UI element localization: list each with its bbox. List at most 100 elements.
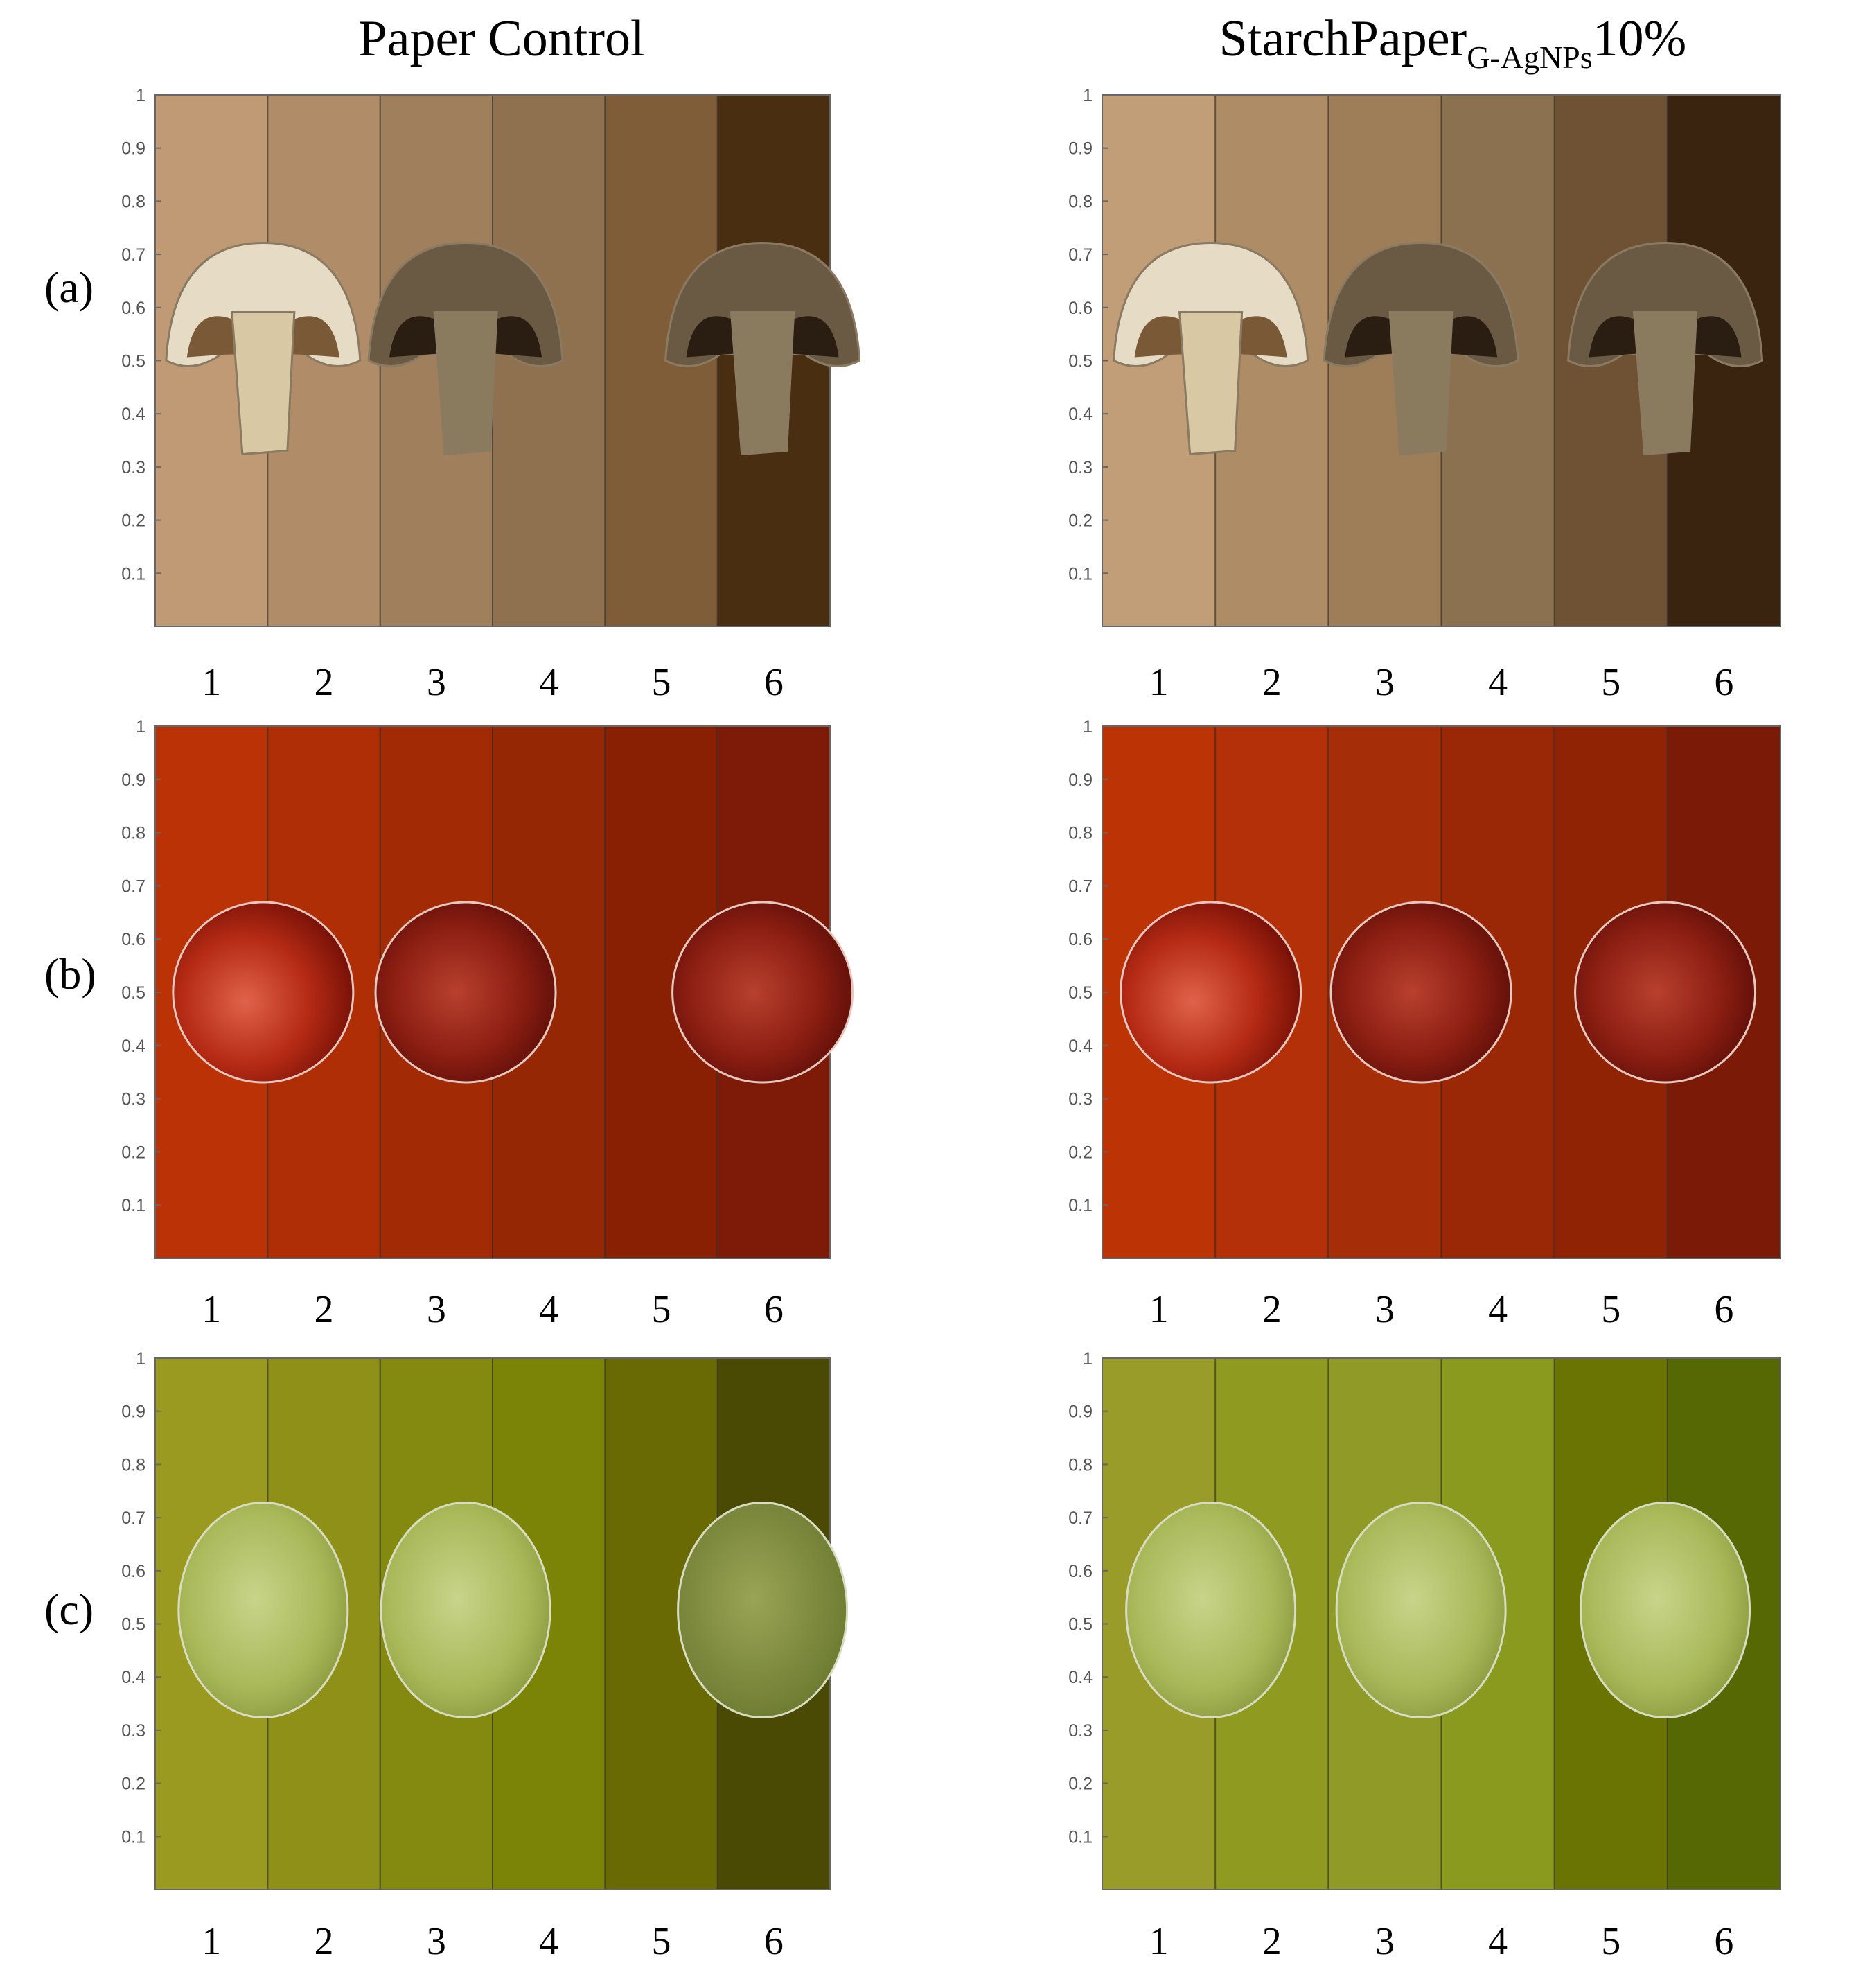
y-tick-label: 1 bbox=[136, 86, 145, 105]
x-tick-label: 5 bbox=[652, 1920, 671, 1963]
y-tick-label: 0.8 bbox=[1068, 192, 1093, 211]
x-tick-label: 4 bbox=[539, 661, 558, 704]
fruit-photo bbox=[664, 241, 861, 456]
y-tick-label: 0.5 bbox=[121, 1615, 145, 1635]
y-tick-label: 0.3 bbox=[1068, 458, 1093, 477]
x-tick-label: 1 bbox=[202, 661, 221, 704]
y-tick-label: 0.1 bbox=[1068, 564, 1093, 583]
grape bbox=[677, 1502, 849, 1718]
y-tick-label: 0.4 bbox=[121, 1668, 145, 1687]
mushroom-gills bbox=[389, 316, 542, 358]
grape bbox=[380, 1502, 551, 1718]
x-tick-label: 3 bbox=[1375, 1920, 1395, 1963]
y-tick-label: 0.3 bbox=[121, 1721, 145, 1741]
y-tick-label: 0.9 bbox=[1068, 139, 1093, 159]
x-tick-label: 6 bbox=[1714, 1920, 1733, 1963]
y-tick-label: 0.3 bbox=[121, 1090, 145, 1109]
x-tick-label: 3 bbox=[1375, 1288, 1395, 1331]
x-tick-label: 6 bbox=[764, 661, 784, 704]
x-tick-label: 1 bbox=[1149, 1920, 1169, 1963]
x-tick-label: 6 bbox=[1714, 661, 1733, 704]
fruit-photo bbox=[677, 1502, 849, 1718]
x-tick-label: 3 bbox=[427, 1288, 446, 1331]
y-tick-label: 0.6 bbox=[1068, 299, 1093, 318]
x-tick-label: 5 bbox=[1601, 1920, 1620, 1963]
y-tick-label: 0.3 bbox=[1068, 1090, 1093, 1109]
y-tick-label: 0.8 bbox=[121, 1455, 145, 1475]
y-tick-label: 0.3 bbox=[121, 458, 145, 477]
x-tick-label: 6 bbox=[1714, 1288, 1733, 1331]
column-title: StarchPaperG-AgNPs10% bbox=[1219, 10, 1687, 75]
y-tick-label: 0.6 bbox=[121, 299, 145, 318]
y-tick-label: 0.9 bbox=[121, 139, 145, 159]
y-tick-label: 0.2 bbox=[121, 1143, 145, 1162]
row-label: (b) bbox=[44, 949, 96, 999]
mushroom-gills bbox=[186, 316, 339, 358]
fruit-photo bbox=[1120, 901, 1302, 1084]
tomato bbox=[374, 901, 557, 1084]
fruit-photo bbox=[172, 901, 355, 1084]
x-tick-label: 3 bbox=[427, 1920, 446, 1963]
y-tick-label: 0.7 bbox=[1068, 1508, 1093, 1528]
y-tick-label: 0.3 bbox=[1068, 1721, 1093, 1741]
y-tick-label: 0.2 bbox=[1068, 1775, 1093, 1794]
y-tick-label: 0.2 bbox=[1068, 1143, 1093, 1162]
panel bbox=[1102, 94, 1781, 627]
y-tick-label: 1 bbox=[1083, 717, 1093, 737]
x-tick-label: 6 bbox=[764, 1288, 784, 1331]
fruit-photo bbox=[374, 901, 557, 1084]
y-tick-label: 0.4 bbox=[1068, 1037, 1093, 1056]
x-tick-label: 2 bbox=[1262, 1920, 1282, 1963]
y-tick-label: 0.6 bbox=[121, 930, 145, 949]
x-tick-label: 5 bbox=[652, 1288, 671, 1331]
x-tick-label: 4 bbox=[1488, 1288, 1508, 1331]
title-subscript: G-AgNPs bbox=[1467, 39, 1592, 75]
y-tick-label: 1 bbox=[136, 717, 145, 737]
y-tick-label: 0.7 bbox=[1068, 245, 1093, 265]
x-tick-label: 5 bbox=[652, 661, 671, 704]
mushroom-stem bbox=[231, 311, 296, 456]
fruit-photo bbox=[1125, 1502, 1297, 1718]
y-tick-label: 0.8 bbox=[1068, 1455, 1093, 1475]
y-tick-label: 0.4 bbox=[1068, 405, 1093, 424]
mushroom-stem bbox=[1632, 311, 1698, 456]
y-tick-label: 0.5 bbox=[121, 352, 145, 371]
y-tick-label: 0.4 bbox=[121, 1037, 145, 1056]
fruit-photo bbox=[177, 1502, 349, 1718]
grape bbox=[1335, 1502, 1507, 1718]
x-tick-label: 5 bbox=[1601, 661, 1620, 704]
x-tick-label: 2 bbox=[315, 1920, 334, 1963]
mushroom-stem bbox=[1178, 311, 1244, 456]
row-label: (a) bbox=[44, 263, 94, 312]
y-tick-label: 0.1 bbox=[121, 1827, 145, 1847]
y-tick-label: 0.1 bbox=[121, 564, 145, 583]
y-tick-label: 0.8 bbox=[121, 192, 145, 211]
y-tick-label: 0.9 bbox=[121, 1402, 145, 1422]
y-tick-label: 1 bbox=[136, 1349, 145, 1369]
y-tick-label: 0.7 bbox=[121, 245, 145, 265]
fruit-photo bbox=[1335, 1502, 1507, 1718]
x-tick-label: 4 bbox=[539, 1288, 558, 1331]
column-title: Paper Control bbox=[358, 10, 644, 67]
x-tick-label: 3 bbox=[1375, 661, 1395, 704]
fruit-photo bbox=[165, 241, 362, 456]
y-tick-label: 0.5 bbox=[1068, 1615, 1093, 1635]
mushroom-gills bbox=[1134, 316, 1287, 358]
fruit-photo bbox=[380, 1502, 551, 1718]
x-tick-label: 1 bbox=[202, 1288, 221, 1331]
y-tick-label: 0.2 bbox=[121, 511, 145, 531]
y-tick-label: 0.6 bbox=[1068, 930, 1093, 949]
y-tick-label: 0.7 bbox=[1068, 877, 1093, 896]
x-tick-label: 6 bbox=[764, 1920, 784, 1963]
x-tick-label: 3 bbox=[427, 661, 446, 704]
fruit-photo bbox=[1574, 901, 1757, 1084]
y-tick-label: 0.9 bbox=[1068, 771, 1093, 790]
grape bbox=[1580, 1502, 1751, 1718]
x-tick-label: 2 bbox=[1262, 1288, 1282, 1331]
grape bbox=[177, 1502, 349, 1718]
x-tick-label: 4 bbox=[1488, 1920, 1508, 1963]
tomato bbox=[1574, 901, 1757, 1084]
x-tick-label: 2 bbox=[1262, 661, 1282, 704]
